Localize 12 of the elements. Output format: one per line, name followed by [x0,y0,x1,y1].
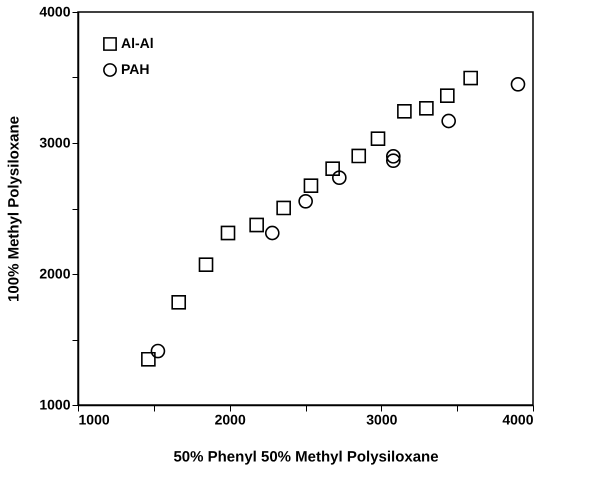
x-tick-label: 2000 [214,412,246,428]
y-tick-label: 2000 [39,266,71,282]
x-tick-label: 1000 [78,412,110,428]
y-tick-label: 1000 [39,396,71,412]
y-tick-label: 3000 [39,134,71,150]
y-tick-label: 4000 [39,4,71,20]
x-tick-label: 4000 [502,412,534,428]
y-axis-title: 100% Methyl Polysiloxane [5,116,22,302]
legend-label: Al-Al [121,35,154,51]
legend-label: PAH [121,61,150,77]
x-axis-title: 50% Phenyl 50% Methyl Polysiloxane [173,448,439,466]
x-tick-label: 3000 [366,412,398,428]
